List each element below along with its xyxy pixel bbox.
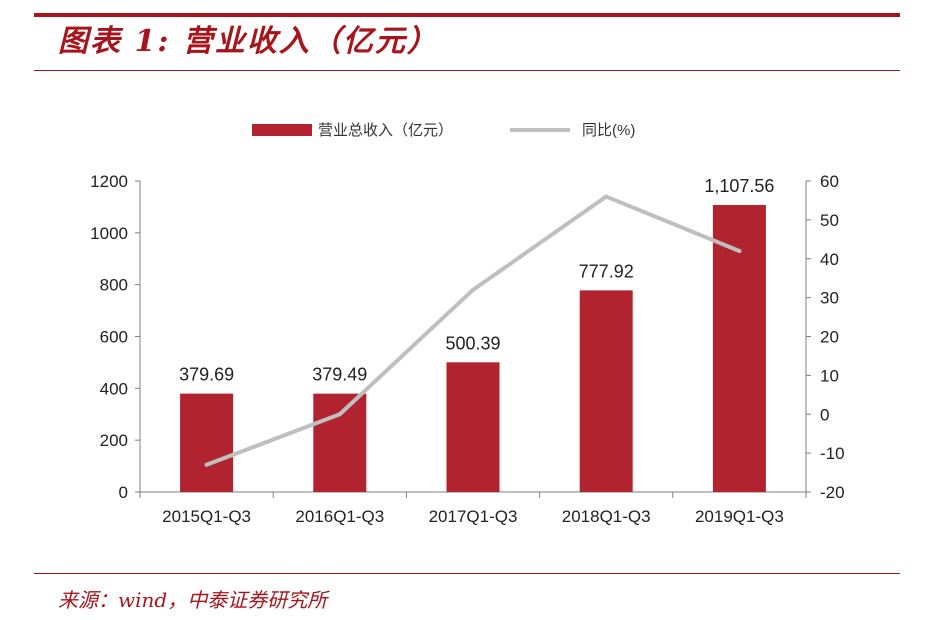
- bar-data-label: 379.49: [312, 365, 367, 385]
- yoy-growth-point: [737, 248, 742, 253]
- title-rule: [34, 70, 900, 71]
- right-axis-tick-label: 30: [820, 289, 839, 308]
- left-axis-tick-label: 200: [100, 431, 128, 450]
- right-axis-tick-label: 0: [820, 405, 829, 424]
- yoy-growth-point: [471, 287, 475, 292]
- right-axis-tick-label: -10: [820, 444, 845, 463]
- left-axis-tick-label: 1200: [90, 172, 128, 191]
- revenue-bar: [446, 362, 500, 492]
- x-axis-tick-label: 2015Q1-Q3: [162, 507, 251, 526]
- revenue-bar: [579, 290, 633, 492]
- yoy-growth-point: [604, 194, 609, 199]
- source-rule: [34, 573, 900, 574]
- right-axis-tick-label: 10: [820, 366, 839, 385]
- figure-title: 图表 1: 营业收入（亿元）: [58, 24, 439, 59]
- x-axis-tick-label: 2019Q1-Q3: [695, 507, 784, 526]
- x-axis-tick-label: 2018Q1-Q3: [562, 507, 651, 526]
- left-axis-tick-label: 1000: [90, 224, 128, 243]
- left-axis-tick-label: 400: [100, 379, 128, 398]
- right-axis-tick-label: -20: [820, 483, 845, 502]
- bar-data-label: 500.39: [445, 333, 500, 353]
- yoy-growth-point: [204, 462, 209, 467]
- left-axis-tick-label: 0: [119, 483, 128, 502]
- right-axis-tick-label: 50: [820, 211, 839, 230]
- bar-data-label: 379.69: [179, 365, 234, 385]
- source-note: 来源：wind，中泰证券研究所: [58, 588, 328, 612]
- right-axis-tick-label: 40: [820, 250, 839, 269]
- left-axis-tick-label: 600: [100, 328, 128, 347]
- legend-bar-label: 营业总收入（亿元）: [318, 122, 453, 139]
- revenue-bar: [180, 393, 234, 492]
- right-axis-tick-label: 60: [820, 172, 839, 191]
- legend-line-label: 同比(%): [582, 122, 635, 139]
- right-axis-tick-label: 20: [820, 328, 839, 347]
- x-axis-tick-label: 2016Q1-Q3: [295, 507, 384, 526]
- x-axis-tick-label: 2017Q1-Q3: [429, 507, 518, 526]
- left-axis-tick-label: 800: [100, 276, 128, 295]
- top-rule: [34, 13, 900, 17]
- revenue-bar: [712, 204, 766, 492]
- bar-data-label: 1,107.56: [704, 176, 774, 196]
- revenue-bar: [313, 393, 367, 492]
- bar-data-label: 777.92: [579, 261, 634, 281]
- legend-bar-swatch: [252, 124, 312, 136]
- yoy-growth-point: [337, 412, 342, 417]
